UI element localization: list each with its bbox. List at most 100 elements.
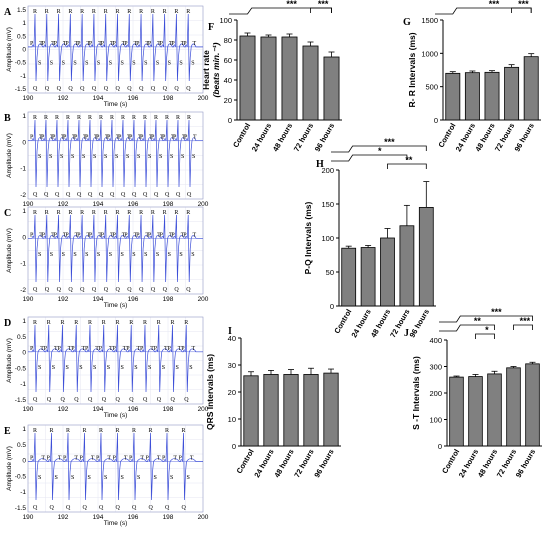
ecg-label-p: P [42, 232, 46, 238]
ecg-label-t: T [123, 346, 127, 352]
significance-bracket [331, 154, 408, 162]
ecg-label-r: R [68, 9, 72, 15]
ecg-label-q: Q [92, 86, 97, 92]
ecg-label-s: S [170, 475, 173, 481]
ecg-label-r: R [182, 428, 186, 434]
ecg-label-q: Q [61, 397, 66, 403]
ecg-label-p: P [71, 346, 75, 352]
ecg-label-t: T [145, 41, 149, 47]
ecg-label-p: P [101, 41, 105, 47]
ecg-label-q: Q [104, 287, 109, 293]
ecg-label-s: S [109, 252, 112, 258]
ecg-label-p: P [162, 135, 166, 141]
ecg-label-q: Q [33, 287, 38, 293]
ecg-label-t: T [193, 41, 197, 47]
ecg-label-t: T [191, 346, 195, 352]
bar [523, 56, 539, 121]
ecg-label-p: P [113, 456, 117, 462]
ecg-x-label: Time (s) [104, 101, 128, 108]
significance-label: *** [384, 137, 395, 147]
ecg-label-r: R [154, 115, 158, 121]
panel-letter: C [4, 208, 11, 219]
category-label: Control [332, 308, 353, 336]
ecg-label-s: S [62, 252, 65, 258]
ecg-label-r: R [45, 210, 49, 216]
y-tick-label: 100 [429, 416, 442, 425]
ecg-label-s: S [66, 365, 69, 371]
ecg-label-t: T [122, 41, 126, 47]
ecg-label-r: R [110, 115, 114, 121]
ecg-label-p: P [154, 346, 158, 352]
ecg-label-r: R [116, 9, 120, 15]
ecg-label-t: T [157, 232, 161, 238]
ecg-frame [27, 316, 204, 405]
ecg-label-t: T [68, 346, 72, 352]
significance-label: *** [489, 0, 500, 9]
ecg-label-t: T [54, 346, 58, 352]
ecg-x-tick: 200 [198, 406, 209, 413]
ecg-label-p: P [99, 346, 103, 352]
ecg-label-s: S [97, 60, 100, 66]
significance-label: *** [491, 307, 502, 317]
ecg-label-p: P [52, 135, 56, 141]
ecg-label-r: R [186, 210, 190, 216]
ecg-label-q: Q [33, 192, 38, 198]
panel-letter: A [4, 7, 12, 18]
ecg-label-q: Q [33, 505, 38, 511]
ecg-x-tick: 190 [23, 514, 34, 521]
ecg-label-t: T [98, 41, 102, 47]
ecg-x-tick: 196 [128, 296, 139, 303]
ecg-label-r: R [149, 428, 153, 434]
ecg-label-s: S [162, 365, 165, 371]
ecg-label-t: T [169, 232, 173, 238]
ecg-label-p: P [129, 135, 133, 141]
ecg-label-p: P [77, 232, 81, 238]
ecg-label-t: T [171, 135, 175, 141]
ecg-x-label: Time (s) [104, 412, 128, 419]
ecg-label-s: S [156, 252, 159, 258]
y-tick-label: 500 [425, 83, 438, 92]
significance-label: *** [520, 316, 531, 326]
ecg-label-t: T [138, 135, 142, 141]
ecg-label-q: Q [186, 287, 191, 293]
ecg-label-r: R [186, 9, 190, 15]
ecg-label-r: R [104, 210, 108, 216]
ecg-label-r: R [121, 115, 125, 121]
ecg-label-t: T [91, 456, 95, 462]
ecg-label-p: P [65, 41, 69, 47]
ecg-label-q: Q [186, 86, 191, 92]
ecg-label-t: T [157, 41, 161, 47]
ecg-label-p: P [183, 41, 187, 47]
ecg-label-p: P [124, 41, 128, 47]
ecg-label-q: Q [45, 287, 50, 293]
ecg-y-tick: -0.5 [15, 365, 27, 372]
panel-letter: F [208, 22, 214, 33]
ecg-label-r: R [80, 210, 84, 216]
ecg-y-label: Amplitude (mV) [6, 133, 13, 178]
ecg-label-q: Q [116, 505, 121, 511]
ecg-label-p: P [183, 232, 187, 238]
ecg-label-q: Q [121, 192, 126, 198]
ecg-label-q: Q [174, 86, 179, 92]
ecg-x-tick: 194 [93, 201, 104, 208]
ecg-y-tick: -2 [20, 287, 26, 294]
ecg-label-r: R [99, 115, 103, 121]
ecg-label-r: R [57, 210, 61, 216]
ecg-label-p: P [171, 232, 175, 238]
y-tick-label: 0 [228, 116, 232, 125]
ecg-x-tick: 194 [93, 514, 104, 521]
ecg-label-q: Q [116, 397, 121, 403]
bar [464, 72, 480, 121]
ecg-label-t: T [95, 346, 99, 352]
y-tick-label: 40 [228, 334, 236, 343]
ecg-label-s: S [115, 154, 118, 160]
y-tick-label: 20 [224, 96, 232, 105]
ecg-label-s: S [191, 252, 194, 258]
panel-letter: I [228, 326, 232, 337]
ecg-label-t: T [41, 456, 45, 462]
ecg-y-tick: 0 [22, 139, 26, 146]
ecg-frame [27, 5, 204, 94]
category-label: Control [235, 448, 256, 476]
